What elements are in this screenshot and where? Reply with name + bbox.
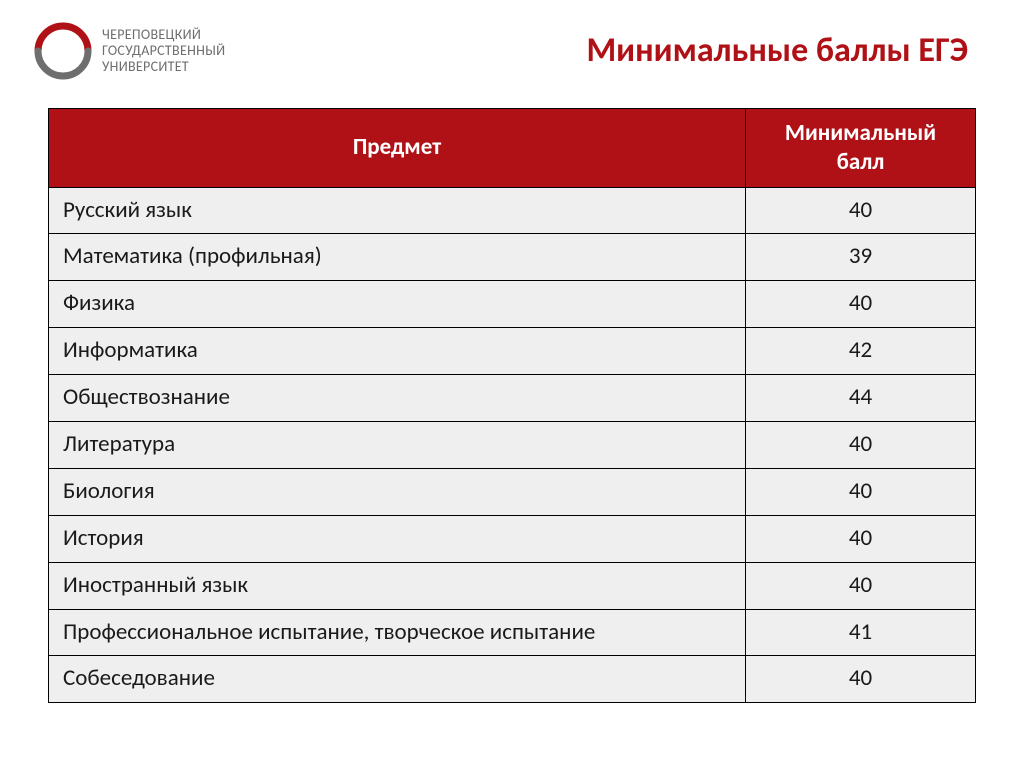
cell-subject: Физика [49,281,746,328]
cell-score: 40 [746,656,976,703]
col-header-subject: Предмет [49,109,746,188]
table-row: Профессиональное испытание, творческое и… [49,609,976,656]
cell-subject: Обществознание [49,375,746,422]
cell-score: 40 [746,562,976,609]
table-row: Собеседование 40 [49,656,976,703]
page-title: Минимальные баллы ЕГЭ [225,22,974,71]
scores-table: Предмет Минимальный балл Русский язык 40… [48,108,976,703]
table-container: Предмет Минимальный балл Русский язык 40… [0,80,1024,703]
cell-score: 40 [746,468,976,515]
table-row: Физика 40 [49,281,976,328]
cell-subject: Литература [49,421,746,468]
university-logo-icon [34,22,92,80]
table-row: Информатика 42 [49,328,976,375]
cell-subject: Биология [49,468,746,515]
table-row: История 40 [49,515,976,562]
cell-subject: Собеседование [49,656,746,703]
table-row: Иностранный язык 40 [49,562,976,609]
header: ЧЕРЕПОВЕЦКИЙ ГОСУДАРСТВЕННЫЙ УНИВЕРСИТЕТ… [0,0,1024,80]
cell-subject: Профессиональное испытание, творческое и… [49,609,746,656]
table-body: Русский язык 40 Математика (профильная) … [49,187,976,703]
cell-subject: Математика (профильная) [49,234,746,281]
col-header-score: Минимальный балл [746,109,976,188]
cell-subject: История [49,515,746,562]
cell-subject: Иностранный язык [49,562,746,609]
logo-line-3: УНИВЕРСИТЕТ [102,59,225,75]
table-header-row: Предмет Минимальный балл [49,109,976,188]
cell-score: 44 [746,375,976,422]
logo-line-1: ЧЕРЕПОВЕЦКИЙ [102,27,225,43]
logo-text: ЧЕРЕПОВЕЦКИЙ ГОСУДАРСТВЕННЫЙ УНИВЕРСИТЕТ [102,27,225,75]
cell-score: 40 [746,187,976,234]
cell-score: 39 [746,234,976,281]
cell-score: 40 [746,515,976,562]
col-header-score-line2: балл [837,148,885,176]
table-row: Математика (профильная) 39 [49,234,976,281]
cell-score: 40 [746,421,976,468]
col-header-score-line1: Минимальный [785,119,936,147]
table-row: Биология 40 [49,468,976,515]
cell-score: 41 [746,609,976,656]
logo-area: ЧЕРЕПОВЕЦКИЙ ГОСУДАРСТВЕННЫЙ УНИВЕРСИТЕТ [34,22,225,80]
cell-subject: Информатика [49,328,746,375]
table-row: Русский язык 40 [49,187,976,234]
logo-line-2: ГОСУДАРСТВЕННЫЙ [102,43,225,59]
cell-score: 40 [746,281,976,328]
table-row: Обществознание 44 [49,375,976,422]
cell-subject: Русский язык [49,187,746,234]
slide: ЧЕРЕПОВЕЦКИЙ ГОСУДАРСТВЕННЫЙ УНИВЕРСИТЕТ… [0,0,1024,767]
table-row: Литература 40 [49,421,976,468]
cell-score: 42 [746,328,976,375]
